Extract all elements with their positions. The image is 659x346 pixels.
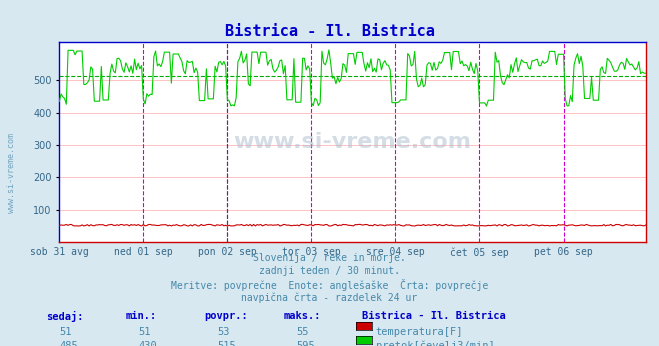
Text: 51: 51: [138, 327, 151, 337]
Text: povpr.:: povpr.:: [204, 311, 248, 321]
Text: navpična črta - razdelek 24 ur: navpična črta - razdelek 24 ur: [241, 292, 418, 302]
Text: 515: 515: [217, 341, 236, 346]
Text: min.:: min.:: [125, 311, 156, 321]
Text: sedaj:: sedaj:: [46, 311, 84, 322]
Text: www.si-vreme.com: www.si-vreme.com: [7, 133, 16, 213]
Text: 430: 430: [138, 341, 157, 346]
Text: pretok[čevelj3/min]: pretok[čevelj3/min]: [376, 341, 494, 346]
Text: www.si-vreme.com: www.si-vreme.com: [233, 132, 472, 152]
Text: Bistrica - Il. Bistrica: Bistrica - Il. Bistrica: [225, 24, 434, 39]
Text: maks.:: maks.:: [283, 311, 321, 321]
Text: 595: 595: [297, 341, 315, 346]
Text: 51: 51: [59, 327, 72, 337]
Text: 53: 53: [217, 327, 230, 337]
Text: Bistrica - Il. Bistrica: Bistrica - Il. Bistrica: [362, 311, 506, 321]
Text: Slovenija / reke in morje.: Slovenija / reke in morje.: [253, 253, 406, 263]
Text: 485: 485: [59, 341, 78, 346]
Text: temperatura[F]: temperatura[F]: [376, 327, 463, 337]
Text: zadnji teden / 30 minut.: zadnji teden / 30 minut.: [259, 266, 400, 276]
Text: 55: 55: [297, 327, 309, 337]
Text: Meritve: povprečne  Enote: anglešaške  Črta: povprečje: Meritve: povprečne Enote: anglešaške Črt…: [171, 279, 488, 291]
